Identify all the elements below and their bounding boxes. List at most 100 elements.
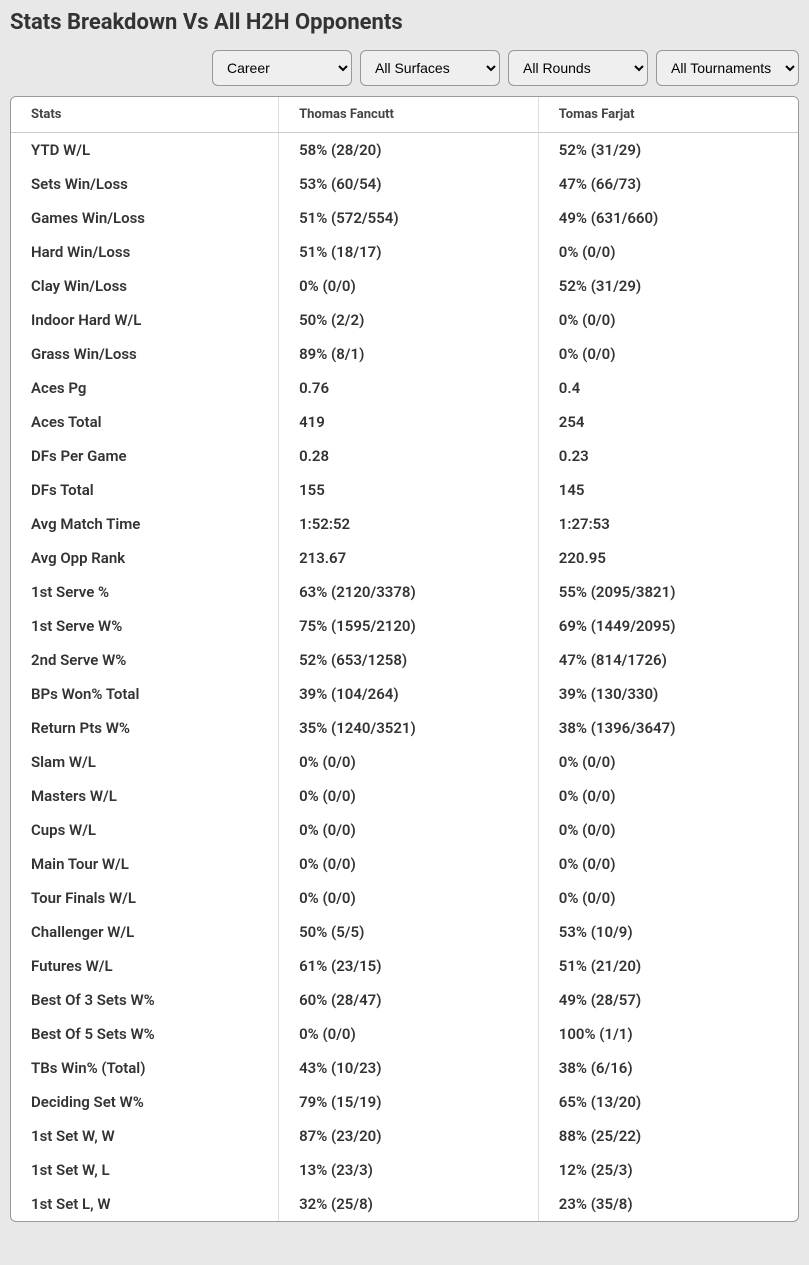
player2-value: 49% (28/57)	[538, 983, 798, 1017]
player1-value: 1:52:52	[279, 507, 539, 541]
player2-value: 47% (66/73)	[538, 167, 798, 201]
player2-value: 100% (1/1)	[538, 1017, 798, 1051]
player1-value: 0% (0/0)	[279, 881, 539, 915]
player1-value: 35% (1240/3521)	[279, 711, 539, 745]
stat-label: DFs Total	[11, 473, 279, 507]
table-row: DFs Per Game0.280.23	[11, 439, 798, 473]
stat-label: Deciding Set W%	[11, 1085, 279, 1119]
header-player1: Thomas Fancutt	[279, 97, 539, 133]
stat-label: Best Of 5 Sets W%	[11, 1017, 279, 1051]
table-row: Futures W/L61% (23/15)51% (21/20)	[11, 949, 798, 983]
player1-value: 60% (28/47)	[279, 983, 539, 1017]
table-row: Deciding Set W%79% (15/19)65% (13/20)	[11, 1085, 798, 1119]
player2-value: 55% (2095/3821)	[538, 575, 798, 609]
player1-value: 89% (8/1)	[279, 337, 539, 371]
player1-value: 79% (15/19)	[279, 1085, 539, 1119]
stat-label: 1st Set W, L	[11, 1153, 279, 1187]
table-row: Return Pts W%35% (1240/3521)38% (1396/36…	[11, 711, 798, 745]
filters-bar: Career All Surfaces All Rounds All Tourn…	[10, 50, 799, 86]
table-row: Indoor Hard W/L50% (2/2)0% (0/0)	[11, 303, 798, 337]
player1-value: 0% (0/0)	[279, 779, 539, 813]
table-row: Tour Finals W/L0% (0/0)0% (0/0)	[11, 881, 798, 915]
table-row: BPs Won% Total39% (104/264)39% (130/330)	[11, 677, 798, 711]
stat-label: Futures W/L	[11, 949, 279, 983]
table-row: 1st Set W, W87% (23/20)88% (25/22)	[11, 1119, 798, 1153]
player2-value: 52% (31/29)	[538, 133, 798, 168]
table-row: 1st Serve %63% (2120/3378)55% (2095/3821…	[11, 575, 798, 609]
player2-value: 65% (13/20)	[538, 1085, 798, 1119]
player1-value: 63% (2120/3378)	[279, 575, 539, 609]
player2-value: 220.95	[538, 541, 798, 575]
period-select[interactable]: Career	[212, 50, 352, 86]
player1-value: 155	[279, 473, 539, 507]
player1-value: 213.67	[279, 541, 539, 575]
player2-value: 0% (0/0)	[538, 745, 798, 779]
stats-table-container: Stats Thomas Fancutt Tomas Farjat YTD W/…	[10, 96, 799, 1222]
player2-value: 51% (21/20)	[538, 949, 798, 983]
stat-label: Hard Win/Loss	[11, 235, 279, 269]
stat-label: Return Pts W%	[11, 711, 279, 745]
table-row: Avg Opp Rank213.67220.95	[11, 541, 798, 575]
table-row: Best Of 5 Sets W%0% (0/0)100% (1/1)	[11, 1017, 798, 1051]
stat-label: 1st Set L, W	[11, 1187, 279, 1221]
table-row: 1st Serve W%75% (1595/2120)69% (1449/209…	[11, 609, 798, 643]
header-stats: Stats	[11, 97, 279, 133]
player2-value: 12% (25/3)	[538, 1153, 798, 1187]
player2-value: 0% (0/0)	[538, 881, 798, 915]
player1-value: 39% (104/264)	[279, 677, 539, 711]
stat-label: Indoor Hard W/L	[11, 303, 279, 337]
player1-value: 0% (0/0)	[279, 813, 539, 847]
player2-value: 38% (1396/3647)	[538, 711, 798, 745]
table-row: Sets Win/Loss53% (60/54)47% (66/73)	[11, 167, 798, 201]
stat-label: BPs Won% Total	[11, 677, 279, 711]
stat-label: Avg Match Time	[11, 507, 279, 541]
stat-label: Grass Win/Loss	[11, 337, 279, 371]
player1-value: 51% (572/554)	[279, 201, 539, 235]
table-row: Best Of 3 Sets W%60% (28/47)49% (28/57)	[11, 983, 798, 1017]
player1-value: 0% (0/0)	[279, 745, 539, 779]
stats-table: Stats Thomas Fancutt Tomas Farjat YTD W/…	[11, 97, 798, 1221]
player1-value: 87% (23/20)	[279, 1119, 539, 1153]
player2-value: 39% (130/330)	[538, 677, 798, 711]
player1-value: 61% (23/15)	[279, 949, 539, 983]
table-row: Clay Win/Loss0% (0/0)52% (31/29)	[11, 269, 798, 303]
table-row: Masters W/L0% (0/0)0% (0/0)	[11, 779, 798, 813]
player2-value: 0% (0/0)	[538, 235, 798, 269]
table-row: Main Tour W/L0% (0/0)0% (0/0)	[11, 847, 798, 881]
stat-label: Slam W/L	[11, 745, 279, 779]
table-row: Aces Pg0.760.4	[11, 371, 798, 405]
stat-label: 1st Set W, W	[11, 1119, 279, 1153]
player2-value: 0.4	[538, 371, 798, 405]
stat-label: 1st Serve W%	[11, 609, 279, 643]
stat-label: TBs Win% (Total)	[11, 1051, 279, 1085]
table-row: Hard Win/Loss51% (18/17)0% (0/0)	[11, 235, 798, 269]
table-row: Challenger W/L50% (5/5)53% (10/9)	[11, 915, 798, 949]
player1-value: 0% (0/0)	[279, 1017, 539, 1051]
player2-value: 47% (814/1726)	[538, 643, 798, 677]
tournament-select[interactable]: All Tournaments	[656, 50, 799, 86]
stat-label: Tour Finals W/L	[11, 881, 279, 915]
player2-value: 0.23	[538, 439, 798, 473]
table-row: 1st Set L, W32% (25/8)23% (35/8)	[11, 1187, 798, 1221]
player2-value: 38% (6/16)	[538, 1051, 798, 1085]
player2-value: 0% (0/0)	[538, 303, 798, 337]
player2-value: 23% (35/8)	[538, 1187, 798, 1221]
player2-value: 52% (31/29)	[538, 269, 798, 303]
player1-value: 43% (10/23)	[279, 1051, 539, 1085]
player2-value: 49% (631/660)	[538, 201, 798, 235]
stat-label: YTD W/L	[11, 133, 279, 168]
stat-label: 2nd Serve W%	[11, 643, 279, 677]
surface-select[interactable]: All Surfaces	[360, 50, 500, 86]
stat-label: Aces Total	[11, 405, 279, 439]
table-row: Slam W/L0% (0/0)0% (0/0)	[11, 745, 798, 779]
table-row: 1st Set W, L13% (23/3)12% (25/3)	[11, 1153, 798, 1187]
page-title: Stats Breakdown Vs All H2H Opponents	[10, 10, 799, 35]
table-row: Cups W/L0% (0/0)0% (0/0)	[11, 813, 798, 847]
player1-value: 51% (18/17)	[279, 235, 539, 269]
stat-label: Sets Win/Loss	[11, 167, 279, 201]
player1-value: 13% (23/3)	[279, 1153, 539, 1187]
player1-value: 0% (0/0)	[279, 269, 539, 303]
table-row: YTD W/L58% (28/20)52% (31/29)	[11, 133, 798, 168]
table-row: Grass Win/Loss89% (8/1)0% (0/0)	[11, 337, 798, 371]
round-select[interactable]: All Rounds	[508, 50, 648, 86]
